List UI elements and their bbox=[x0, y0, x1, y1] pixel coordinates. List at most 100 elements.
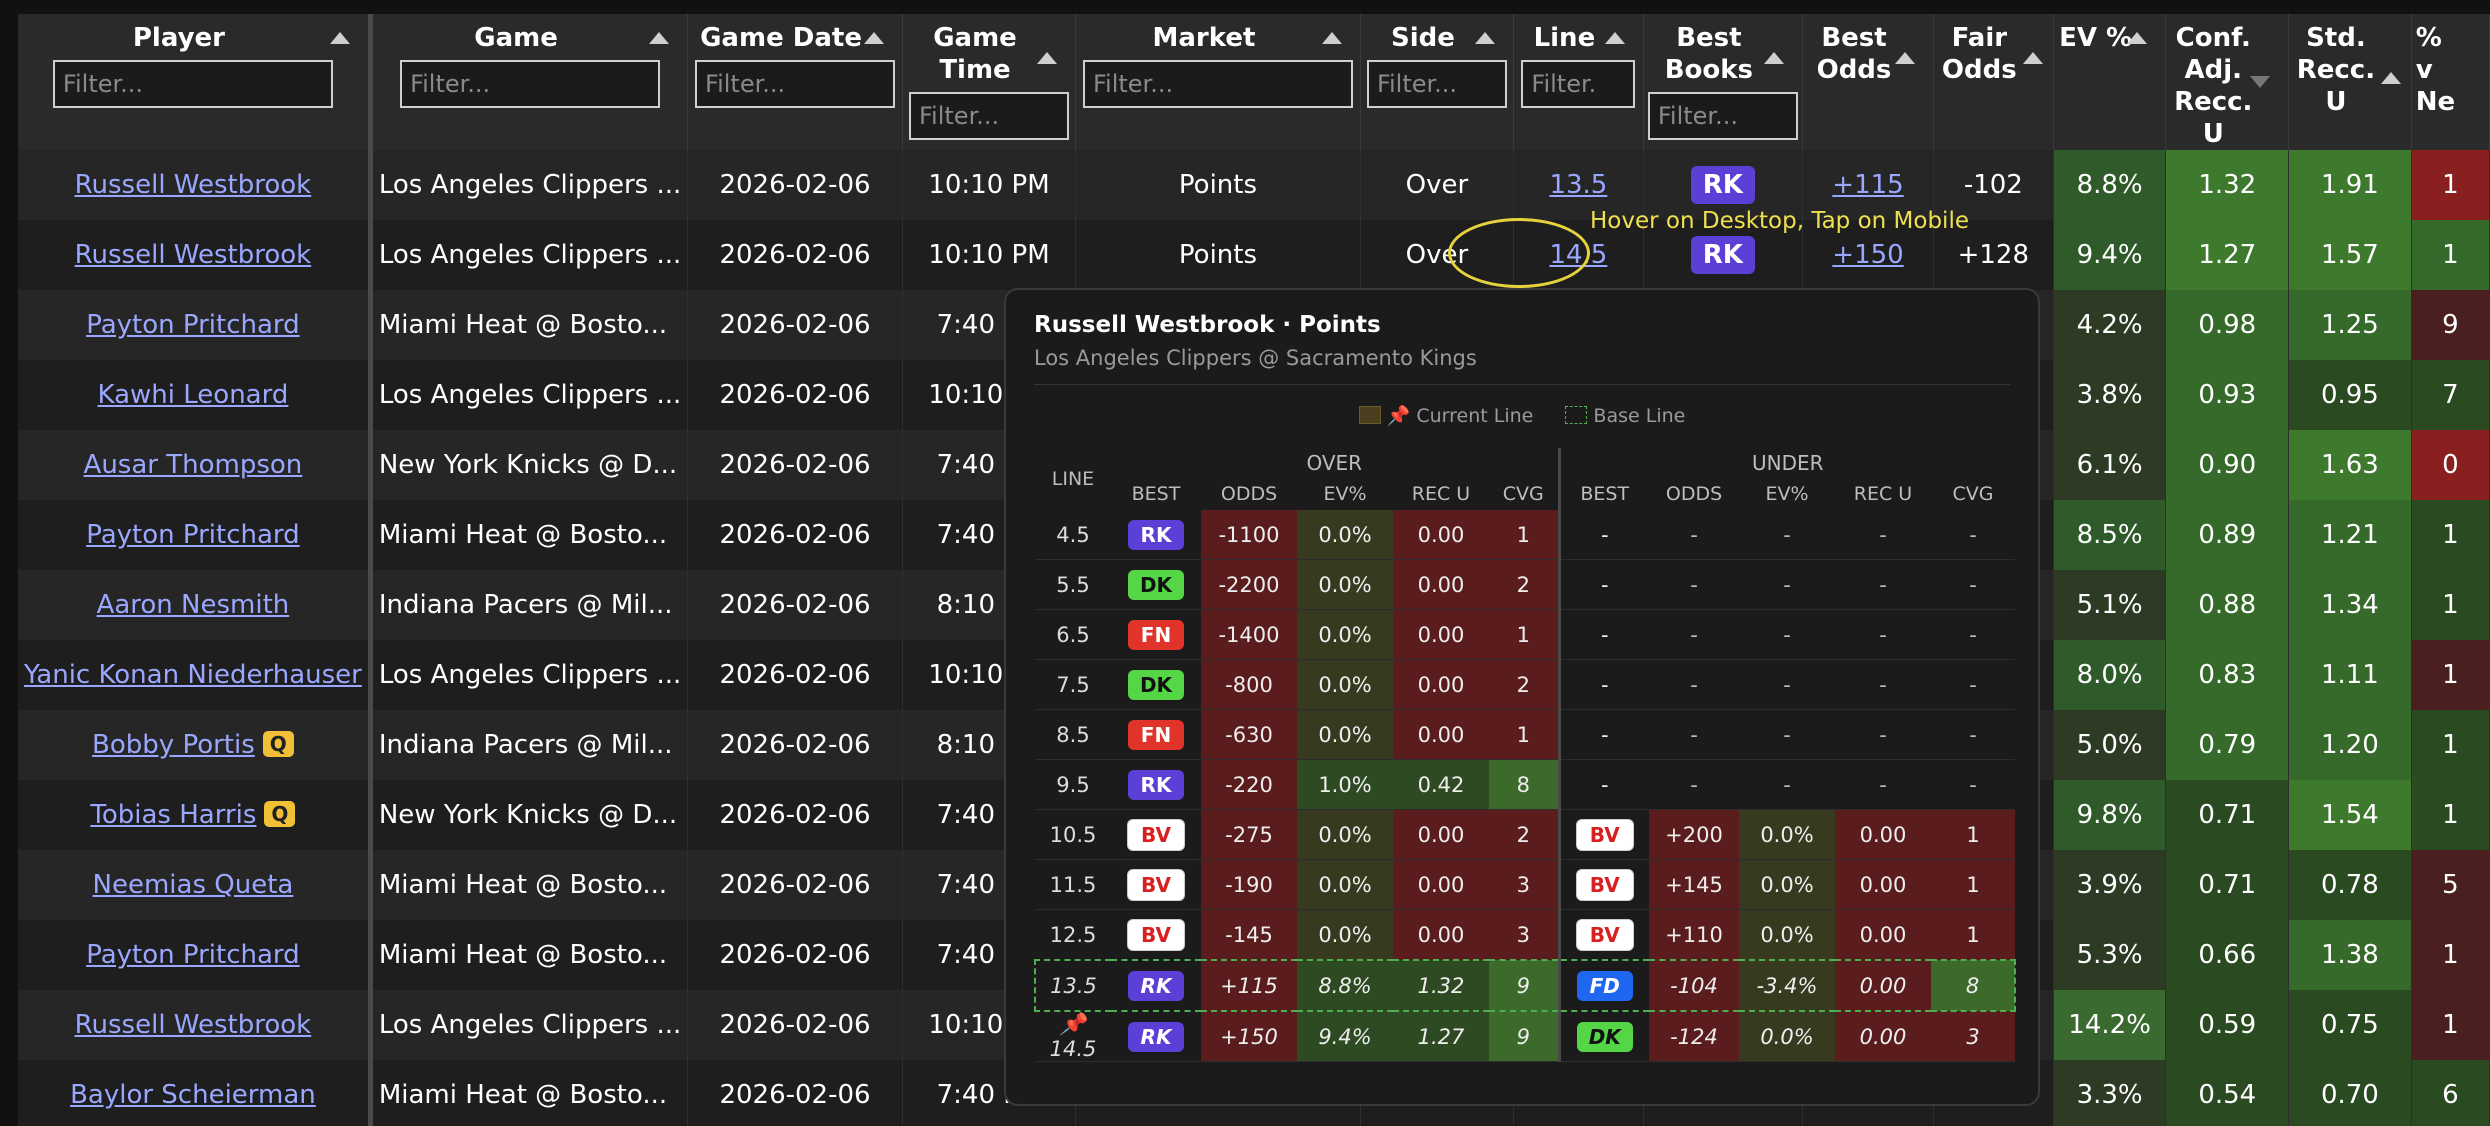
game-time-filter-input[interactable] bbox=[909, 92, 1069, 140]
popup-under-odds-cell: - bbox=[1649, 609, 1739, 660]
table-row[interactable]: Russell Westbrook Los Angeles Clippers ..… bbox=[18, 150, 2490, 220]
ev-cell: 8.0% bbox=[2053, 640, 2167, 710]
header-side[interactable]: Side bbox=[1360, 14, 1515, 150]
sort-asc-icon[interactable] bbox=[329, 32, 350, 44]
header-game-date[interactable]: Game Date bbox=[687, 14, 903, 150]
sort-asc-icon[interactable] bbox=[1764, 52, 1785, 64]
player-link[interactable]: Russell Westbrook bbox=[74, 1010, 312, 1040]
popup-over-best-cell: FN bbox=[1111, 709, 1201, 760]
header-label: EV % bbox=[2059, 23, 2133, 53]
market-filter-input[interactable] bbox=[1082, 60, 1353, 108]
player-link[interactable]: Tobias Harris bbox=[90, 800, 257, 830]
line-breakdown-popup: Russell Westbrook · Points Los Angeles C… bbox=[1004, 288, 2040, 1106]
player-link[interactable]: Russell Westbrook bbox=[74, 240, 312, 270]
player-link[interactable]: Kawhi Leonard bbox=[97, 380, 289, 410]
header-line[interactable]: Line bbox=[1513, 14, 1644, 150]
game-date-cell: 2026-02-06 bbox=[687, 640, 903, 710]
popup-over-best-cell: FN bbox=[1111, 609, 1201, 660]
player-link[interactable]: Payton Pritchard bbox=[86, 310, 300, 340]
game-date-cell: 2026-02-06 bbox=[687, 220, 903, 290]
header-game-time[interactable]: Game Time bbox=[902, 14, 1077, 150]
best-books-filter-input[interactable] bbox=[1647, 92, 1798, 140]
header-market[interactable]: Market bbox=[1075, 14, 1361, 150]
side-filter-input[interactable] bbox=[1366, 60, 1507, 108]
player-link[interactable]: Bobby Portis bbox=[92, 730, 255, 760]
best-odds-link[interactable]: +150 bbox=[1832, 240, 1904, 270]
std-recc-cell: 1.21 bbox=[2288, 500, 2412, 570]
popup-over-best-cell: RK bbox=[1111, 759, 1201, 810]
popup-row: 11.5 BV -190 0.0% 0.00 3 BV +145 0.0% 0.00 1 bbox=[1035, 859, 2015, 910]
popup-over-best-cell: DK bbox=[1111, 559, 1201, 610]
popup-over-ev-cell: 0.0% bbox=[1297, 510, 1393, 560]
book-badge-rk: RK bbox=[1128, 1021, 1184, 1052]
popup-under-recu-cell: - bbox=[1835, 709, 1931, 760]
game-date-cell: 2026-02-06 bbox=[687, 430, 903, 500]
sort-asc-icon[interactable] bbox=[649, 32, 670, 44]
game-cell: Indiana Pacers @ Mil... bbox=[370, 570, 689, 640]
popup-over-cvg-cell: 9 bbox=[1489, 1011, 1561, 1062]
player-link[interactable]: Yanic Konan Niederhauser bbox=[24, 660, 362, 690]
sort-asc-icon[interactable] bbox=[1604, 32, 1625, 44]
book-badge-rk: RK bbox=[1128, 519, 1184, 550]
player-link[interactable]: Aaron Nesmith bbox=[96, 590, 290, 620]
sort-asc-icon[interactable] bbox=[863, 32, 884, 44]
ev-cell: 8.5% bbox=[2053, 500, 2167, 570]
sort-asc-icon[interactable] bbox=[2380, 72, 2401, 84]
popup-over-label: OVER bbox=[1111, 448, 1561, 478]
header-player[interactable]: Player bbox=[18, 14, 373, 150]
player-link[interactable]: Neemias Queta bbox=[92, 870, 294, 900]
popup-row: 7.5 DK -800 0.0% 0.00 2- - - - - bbox=[1035, 659, 2015, 710]
game-filter-input[interactable] bbox=[400, 60, 661, 108]
popup-under-recu-cell: 0.00 bbox=[1835, 1011, 1931, 1062]
sort-desc-icon[interactable] bbox=[2250, 76, 2271, 88]
player-link[interactable]: Payton Pritchard bbox=[86, 940, 300, 970]
book-badge-rk[interactable]: RK bbox=[1690, 236, 1755, 274]
popup-under-ev-cell: - bbox=[1739, 609, 1835, 660]
sort-asc-icon[interactable] bbox=[2022, 52, 2043, 64]
popup-over-cvg-cell: 8 bbox=[1489, 759, 1561, 810]
popup-under-cvg-cell: - bbox=[1931, 759, 2015, 810]
player-link[interactable]: Russell Westbrook bbox=[74, 170, 312, 200]
game-time-cell: 10:10 PM bbox=[902, 150, 1077, 220]
line-filter-input[interactable] bbox=[1521, 60, 1636, 108]
popup-over-odds-cell: -2200 bbox=[1201, 559, 1297, 610]
game-date-filter-input[interactable] bbox=[695, 60, 896, 108]
header-ev[interactable]: EV % bbox=[2053, 14, 2167, 150]
conf-adj-cell: 0.98 bbox=[2165, 290, 2290, 360]
player-link[interactable]: Payton Pritchard bbox=[86, 520, 300, 550]
header-game[interactable]: Game bbox=[370, 14, 689, 150]
conf-adj-cell: 1.27 bbox=[2165, 220, 2290, 290]
header-pct[interactable]: % v Ne bbox=[2411, 14, 2490, 150]
sort-asc-icon[interactable] bbox=[1475, 32, 1496, 44]
player-link[interactable]: Baylor Scheierman bbox=[70, 1080, 316, 1110]
header-fair-odds[interactable]: Fair Odds bbox=[1933, 14, 2054, 150]
sort-asc-icon[interactable] bbox=[1037, 52, 1058, 64]
popup-under-cvg-cell: - bbox=[1931, 659, 2015, 710]
player-filter-input[interactable] bbox=[52, 60, 333, 108]
ev-cell: 9.4% bbox=[2053, 220, 2167, 290]
book-badge-rk[interactable]: RK bbox=[1690, 166, 1755, 204]
std-recc-cell: 1.57 bbox=[2288, 220, 2412, 290]
popup-under-cvg-cell: 3 bbox=[1931, 1011, 2015, 1062]
sort-asc-icon[interactable] bbox=[2127, 32, 2148, 44]
popup-under-ev-cell: 0.0% bbox=[1739, 909, 1835, 961]
header-std[interactable]: Std. Recc. U bbox=[2288, 14, 2412, 150]
book-badge-rk: RK bbox=[1128, 970, 1184, 1001]
popup-under-best-cell: BV bbox=[1559, 909, 1649, 961]
header-best-books[interactable]: Best Books bbox=[1643, 14, 1804, 150]
sort-asc-icon[interactable] bbox=[1894, 52, 1915, 64]
pct-cell: 1 bbox=[2411, 780, 2490, 850]
game-cell: Miami Heat @ Bosto... bbox=[370, 290, 689, 360]
game-date-cell: 2026-02-06 bbox=[687, 150, 903, 220]
header-best-odds[interactable]: Best Odds bbox=[1802, 14, 1934, 150]
player-link[interactable]: Ausar Thompson bbox=[83, 450, 303, 480]
header-conf[interactable]: Conf. Adj. Recc. U bbox=[2165, 14, 2290, 150]
line-link[interactable]: 13.5 bbox=[1549, 170, 1608, 200]
popup-under-best-cell: - bbox=[1559, 659, 1649, 710]
popup-title: Russell Westbrook · Points bbox=[1034, 312, 1381, 338]
popup-under-odds-cell: -104 bbox=[1649, 959, 1739, 1012]
popup-line-cell: 8.5 bbox=[1035, 709, 1111, 760]
sort-asc-icon[interactable] bbox=[1321, 32, 1342, 44]
best-odds-link[interactable]: +115 bbox=[1832, 170, 1904, 200]
table-row[interactable]: Russell Westbrook Los Angeles Clippers ..… bbox=[18, 220, 2490, 290]
